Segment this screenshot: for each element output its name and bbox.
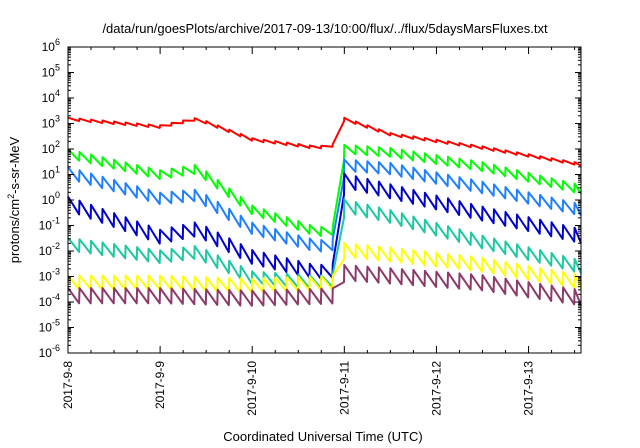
y-axis-label: protons/cm2-s-sr-MeV <box>6 136 22 263</box>
y-tick-label: 105 <box>42 63 60 80</box>
y-tick-label: 10-6 <box>39 343 60 360</box>
x-tick-label: 2017-9-13 <box>522 361 536 416</box>
y-tick-label: 100 <box>42 190 60 207</box>
x-tick-label: 2017-9-10 <box>245 361 259 416</box>
x-axis-label: Coordinated Universal Time (UTC) <box>223 429 422 444</box>
x-tick-label: 2017-9-8 <box>61 361 75 409</box>
series-line-4 <box>67 172 582 280</box>
series-line-3 <box>67 158 582 253</box>
plot-lines <box>67 116 582 307</box>
x-tick-label: 2017-9-11 <box>337 361 351 415</box>
axes: 10-6 10-5 10-4 10-3 10-2 10-1 100 101 102 103 104 1… <box>39 37 582 416</box>
y-tick-label: 103 <box>42 114 60 131</box>
y-tick-label: 10-2 <box>39 241 60 258</box>
y-tick-label: 106 <box>42 37 60 54</box>
y-tick-label: 101 <box>42 165 60 182</box>
plot-frame <box>67 46 582 354</box>
y-tick-label: 10-5 <box>39 318 60 335</box>
series-line-7 <box>67 264 582 307</box>
series-line-2 <box>67 143 582 237</box>
y-tick-label: 104 <box>42 88 60 105</box>
y-tick-label: 10-1 <box>39 216 60 233</box>
series-line-5 <box>67 198 582 290</box>
y-tick-label: 10-4 <box>39 292 60 309</box>
chart-title: /data/run/goesPlots/archive/2017-09-13/1… <box>102 21 548 36</box>
x-tick-label: 2017-9-12 <box>429 361 443 416</box>
series-line-1 <box>67 116 582 167</box>
x-tick-label: 2017-9-9 <box>153 361 167 409</box>
series-line-6 <box>67 242 582 294</box>
y-tick-label: 102 <box>42 139 60 156</box>
y-tick-label: 10-3 <box>39 267 60 284</box>
